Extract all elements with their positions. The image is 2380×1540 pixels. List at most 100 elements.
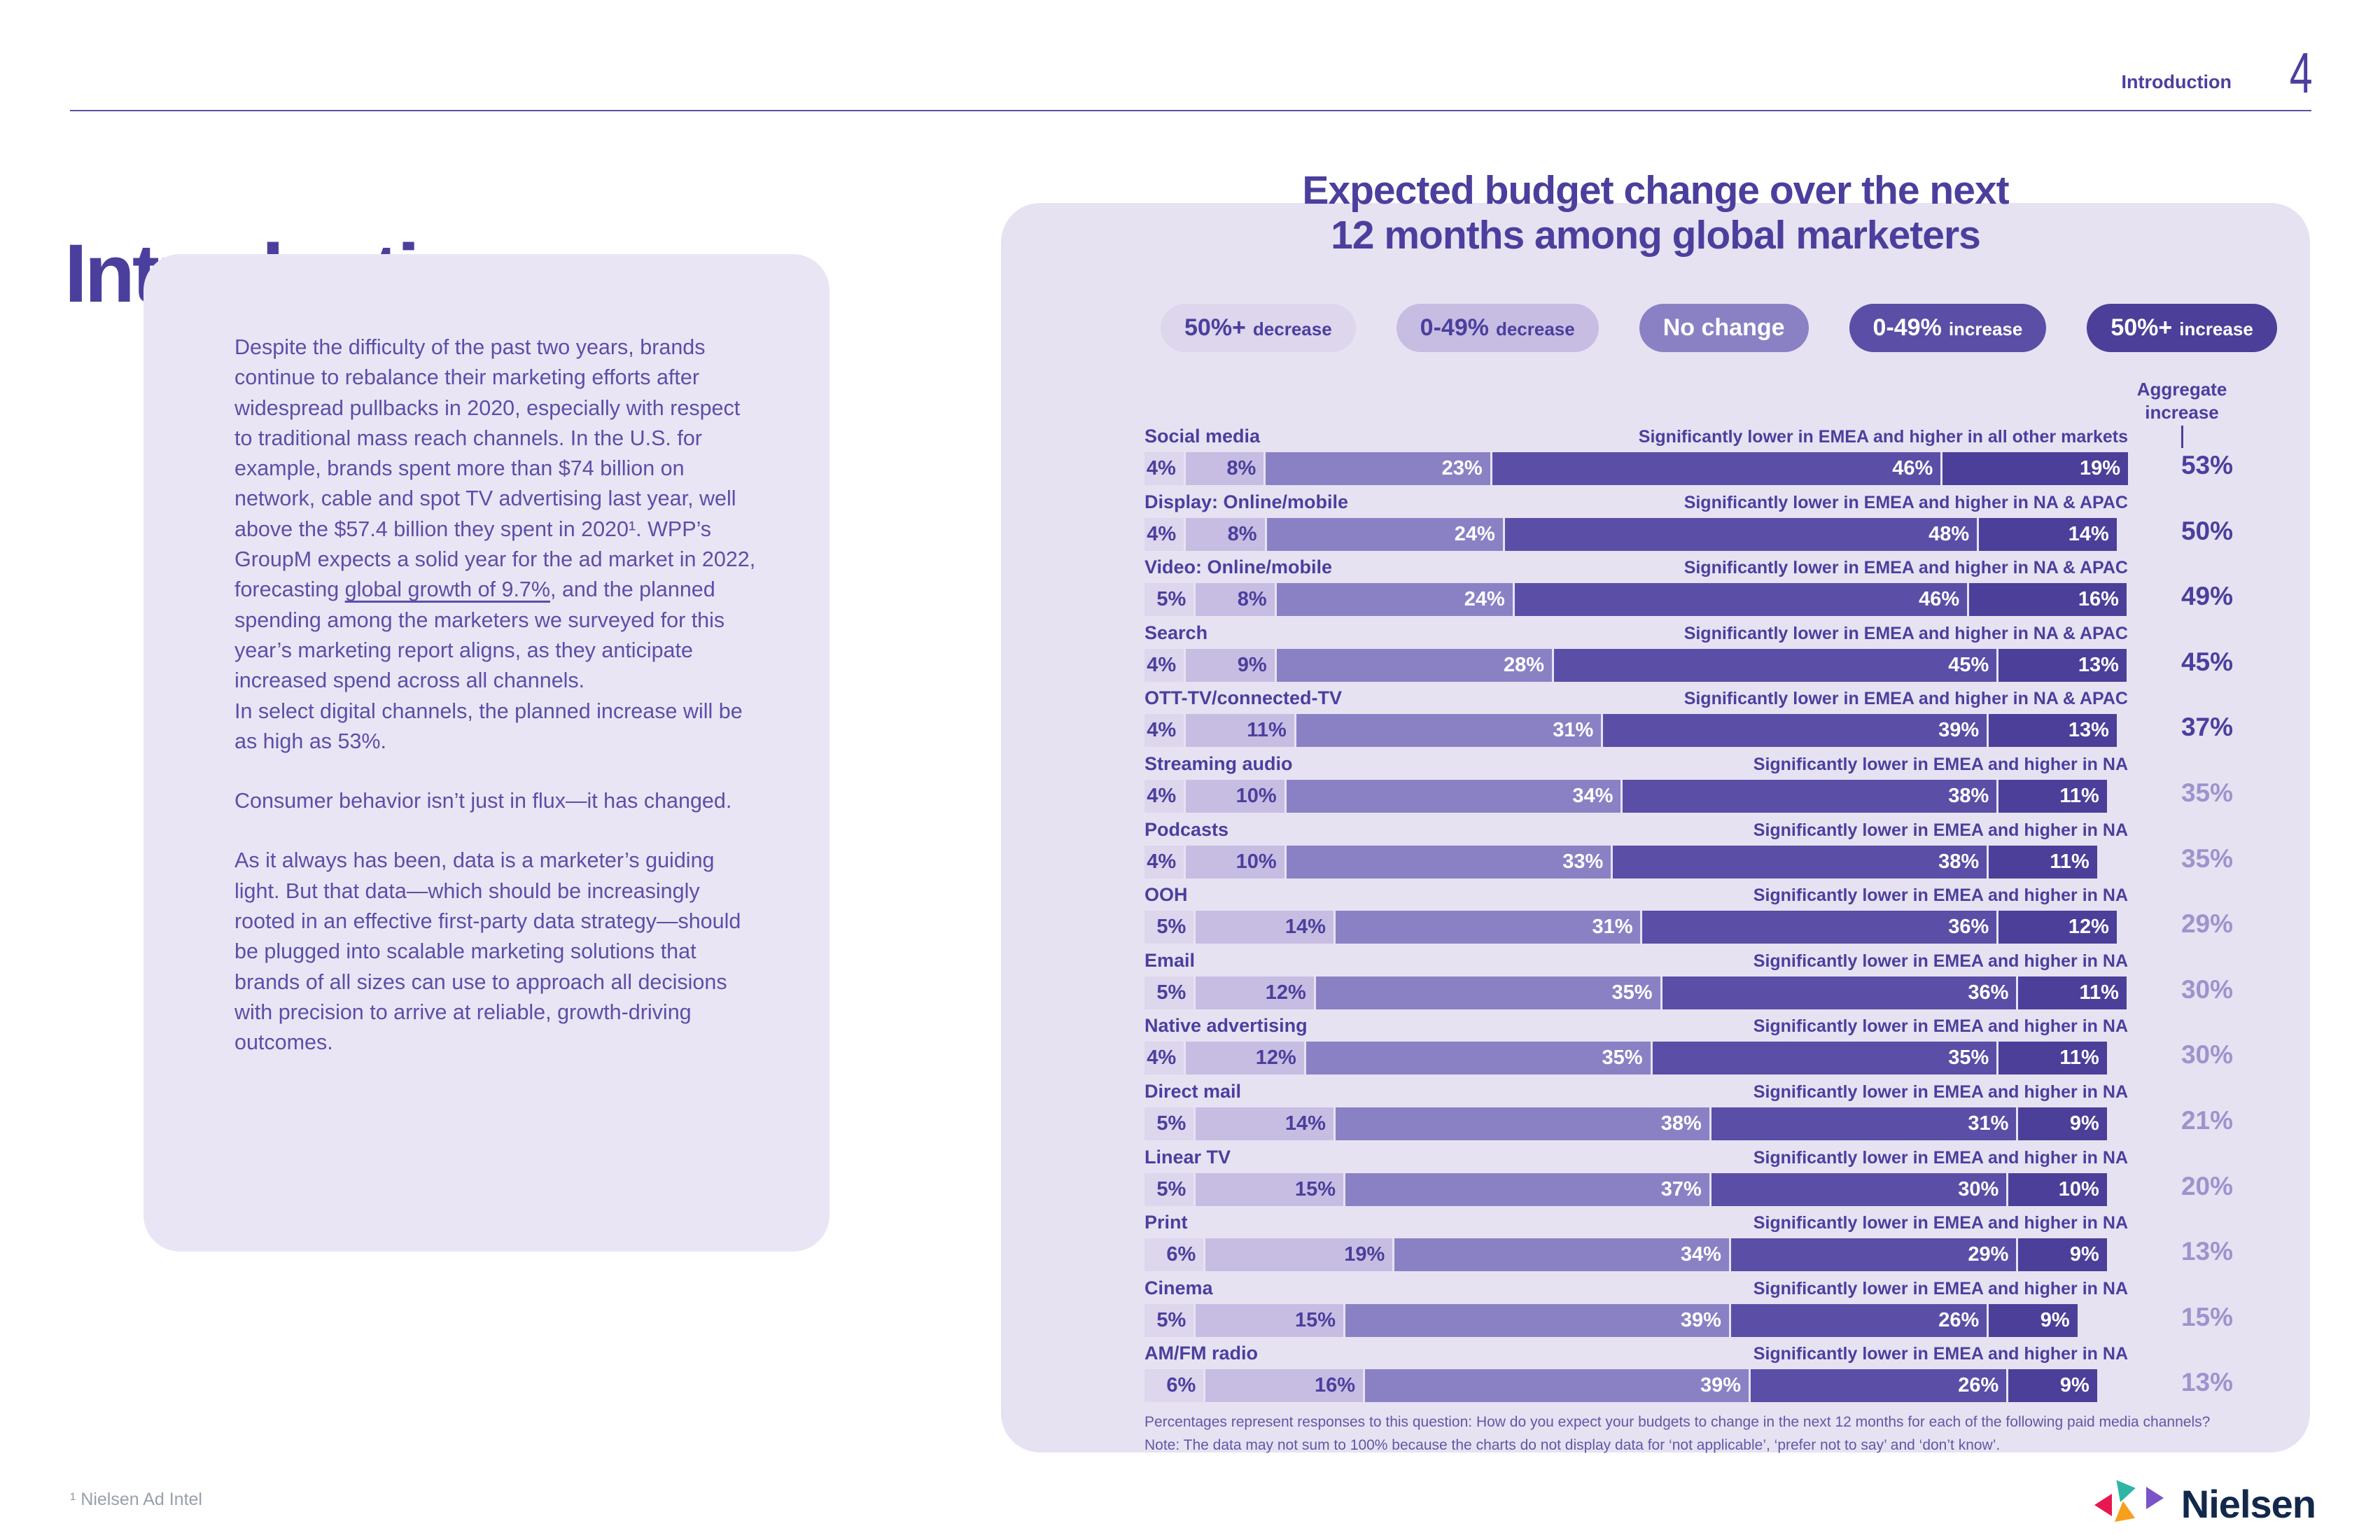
bar-segment: 13% bbox=[1989, 714, 2117, 748]
page-number: 4 bbox=[2290, 41, 2313, 105]
bar-segment: 4% bbox=[1144, 1042, 1184, 1075]
bar-segment-value: 10% bbox=[1236, 850, 1277, 873]
chart-row: Display: Online/mobile Significantly lowe… bbox=[1144, 491, 2233, 557]
bar-segment: 4% bbox=[1144, 648, 1184, 682]
bar-segment: 35% bbox=[1652, 1042, 1997, 1075]
legend-pill: No change bbox=[1639, 304, 1809, 352]
bar-segment: 34% bbox=[1394, 1238, 1729, 1272]
chart-title: Expected budget change over the next 12 … bbox=[1001, 168, 2310, 258]
aggregate-value: 29% bbox=[2180, 909, 2234, 939]
legend-pill-value: 0-49% bbox=[1420, 314, 1489, 341]
bar-segment-value: 11% bbox=[2079, 981, 2119, 1004]
intro-paragraph-1-text: Despite the difficulty of the past two y… bbox=[234, 335, 756, 602]
nielsen-logo-icon bbox=[2094, 1477, 2167, 1529]
bar-segment-value: 26% bbox=[1958, 1374, 1999, 1397]
chart-row-header: Native advertising Significantly lower in… bbox=[1144, 1015, 2128, 1036]
bar-segment-value: 19% bbox=[1344, 1243, 1385, 1266]
header-divider bbox=[70, 110, 2311, 111]
bar-segment-value: 4% bbox=[1147, 1046, 1177, 1070]
bar-segment: 5% bbox=[1144, 976, 1194, 1009]
stacked-bar: 5% 8% 24% 46% 16% bbox=[1144, 583, 2128, 617]
bar-segment: 14% bbox=[1196, 1107, 1334, 1140]
bar-segment: 39% bbox=[1603, 714, 1987, 748]
chart-row-header: Cinema Significantly lower in EMEA and hi… bbox=[1144, 1278, 2128, 1298]
chart-row: Print Significantly lower in EMEA and hig… bbox=[1144, 1212, 2233, 1278]
intro-paragraph-2: Consumer behavior isn’t just in flux—it … bbox=[234, 789, 732, 813]
stacked-bar: 5% 15% 39% 26% 9% bbox=[1144, 1303, 2128, 1337]
bar-segment: 5% bbox=[1144, 1303, 1194, 1337]
bar-segment-value: 9% bbox=[2069, 1112, 2099, 1135]
legend-pill-word: increase bbox=[2179, 318, 2253, 340]
bar-segment-value: 5% bbox=[1156, 981, 1186, 1004]
category-label: Linear TV bbox=[1144, 1146, 1231, 1168]
stacked-bar: 4% 8% 23% 46% 19% bbox=[1144, 452, 2128, 485]
row-annotation: Significantly lower in EMEA and higher i… bbox=[1684, 558, 2128, 578]
chart-row-header: Display: Online/mobile Significantly lowe… bbox=[1144, 491, 2128, 512]
bar-segment-value: 34% bbox=[1572, 784, 1614, 807]
legend-pill: 0-49% increase bbox=[1849, 304, 2047, 352]
bar-segment-value: 5% bbox=[1156, 1112, 1186, 1135]
aggregate-value: 20% bbox=[2180, 1171, 2234, 1200]
bar-segment-value: 19% bbox=[2079, 457, 2120, 479]
aggregate-value: 13% bbox=[2180, 1368, 2234, 1397]
intro-text-card: Despite the difficulty of the past two y… bbox=[144, 254, 830, 1252]
logo-triangle-orange bbox=[2114, 1501, 2139, 1529]
intro-paragraph-1-line2: In select digital channels, the planned … bbox=[234, 699, 743, 753]
bar-segment: 28% bbox=[1276, 648, 1553, 682]
row-annotation: Significantly lower in EMEA and higher i… bbox=[1638, 427, 2128, 447]
bar-segment-value: 12% bbox=[1255, 1046, 1296, 1070]
bar-segment: 36% bbox=[1642, 911, 1997, 944]
bar-segment: 34% bbox=[1286, 779, 1621, 813]
bar-segment: 12% bbox=[1196, 976, 1314, 1009]
bar-segment-value: 11% bbox=[2059, 1046, 2099, 1070]
bar-segment-value: 16% bbox=[1315, 1374, 1356, 1397]
aggregate-value: 35% bbox=[2180, 844, 2234, 873]
bar-segment: 14% bbox=[1196, 911, 1334, 944]
chart-row-header: AM/FM radio Significantly lower in EMEA a… bbox=[1144, 1343, 2128, 1364]
source-footnote: ¹ Nielsen Ad Intel bbox=[70, 1490, 202, 1509]
row-annotation: Significantly lower in EMEA and higher i… bbox=[1753, 1016, 2128, 1037]
bar-segment-value: 4% bbox=[1147, 850, 1177, 873]
bar-segment-value: 46% bbox=[1919, 588, 1960, 611]
bar-segment-value: 31% bbox=[1553, 719, 1594, 742]
aggregate-value: 37% bbox=[2180, 713, 2234, 742]
stacked-bar: 4% 9% 28% 45% 13% bbox=[1144, 648, 2128, 682]
bar-segment-value: 4% bbox=[1147, 719, 1177, 742]
bar-segment: 36% bbox=[1662, 976, 2017, 1009]
bar-segment: 8% bbox=[1196, 583, 1275, 617]
bar-segment-value: 6% bbox=[1166, 1374, 1196, 1397]
bar-segment: 12% bbox=[1186, 1042, 1304, 1075]
bar-segment: 35% bbox=[1306, 1042, 1651, 1075]
aggregate-value: 35% bbox=[2180, 778, 2234, 807]
aggregate-value: 45% bbox=[2180, 647, 2234, 676]
aggregate-value: 13% bbox=[2180, 1237, 2234, 1266]
category-label: Streaming audio bbox=[1144, 752, 1293, 774]
legend-pill: 50%+ decrease bbox=[1161, 304, 1356, 352]
bar-segment: 37% bbox=[1345, 1172, 1709, 1206]
legend-pill: 0-49% decrease bbox=[1396, 304, 1599, 352]
bar-segment: 31% bbox=[1296, 714, 1602, 748]
bar-segment-value: 11% bbox=[2059, 784, 2099, 807]
bar-segment-value: 4% bbox=[1147, 522, 1177, 545]
category-label: Social media bbox=[1144, 426, 1261, 447]
chart-row: Cinema Significantly lower in EMEA and hi… bbox=[1144, 1278, 2233, 1343]
row-annotation: Significantly lower in EMEA and higher i… bbox=[1753, 820, 2128, 840]
row-annotation: Significantly lower in EMEA and higher i… bbox=[1684, 623, 2128, 643]
bar-segment: 4% bbox=[1144, 845, 1184, 878]
category-label: OTT-TV/connected-TV bbox=[1144, 687, 1343, 709]
bar-segment: 26% bbox=[1751, 1369, 2007, 1403]
chart-row-header: OTT-TV/connected-TV Significantly lower i… bbox=[1144, 687, 2128, 708]
legend-pill-value: No change bbox=[1662, 314, 1785, 341]
bar-segment-value: 4% bbox=[1146, 457, 1176, 479]
chart-title-line2: 12 months among global marketers bbox=[1331, 213, 1981, 258]
bar-segment-value: 36% bbox=[1948, 916, 1989, 939]
bar-segment-value: 35% bbox=[1611, 981, 1653, 1004]
chart-title-line1: Expected budget change over the next bbox=[1302, 168, 2009, 213]
stacked-bar: 6% 19% 34% 29% 9% bbox=[1144, 1238, 2128, 1272]
bar-segment-value: 5% bbox=[1156, 916, 1186, 939]
bar-segment: 39% bbox=[1345, 1303, 1729, 1337]
aggregate-tick-mark bbox=[2181, 426, 2183, 448]
global-growth-link[interactable]: global growth of 9.7% bbox=[344, 578, 550, 602]
bar-segment: 5% bbox=[1144, 1107, 1194, 1140]
bar-segment-value: 39% bbox=[1938, 719, 1980, 742]
